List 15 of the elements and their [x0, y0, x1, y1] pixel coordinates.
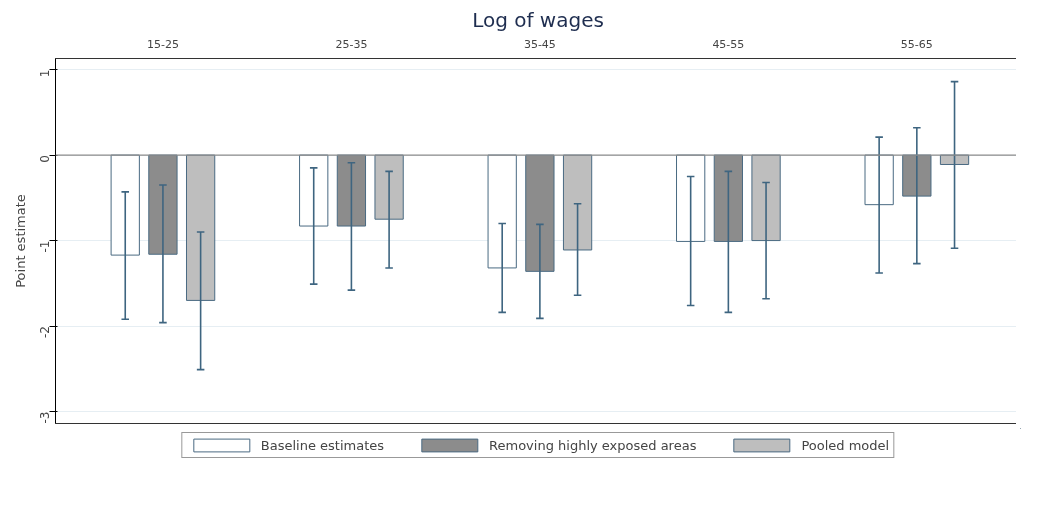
x-tick-label: 25-35 [335, 37, 368, 51]
y-axis-title: Point estimate [12, 194, 28, 288]
y-tick-label: -2 [38, 326, 52, 339]
legend-label: Pooled model [801, 437, 890, 453]
x-tick-label: 45-55 [712, 37, 745, 51]
legend-label: Baseline estimates [260, 437, 385, 453]
chart-title: Log of wages [472, 7, 604, 32]
legend-label: Removing highly exposed areas [489, 437, 697, 453]
y-tick-label: 0 [38, 155, 52, 163]
y-tick-label: 1 [38, 69, 52, 78]
y-tick-label: -3 [38, 411, 52, 424]
y-tick-label: -1 [38, 240, 52, 253]
x-tick-label: 15-25 [146, 37, 179, 51]
x-tick-label: 35-45 [523, 37, 556, 51]
x-tick-label: 55-65 [900, 37, 933, 51]
